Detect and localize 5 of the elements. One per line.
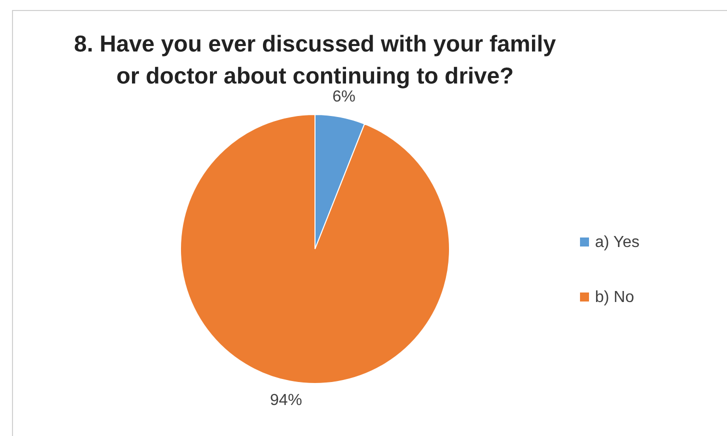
chart-title: 8. Have you ever discussed with your family or doctor about continuing to drive? (74, 30, 556, 88)
data-label: 94% (270, 392, 302, 410)
legend-label: a) Yes (595, 234, 640, 251)
legend-label: b) No (595, 288, 634, 306)
data-label: 6% (332, 88, 356, 106)
